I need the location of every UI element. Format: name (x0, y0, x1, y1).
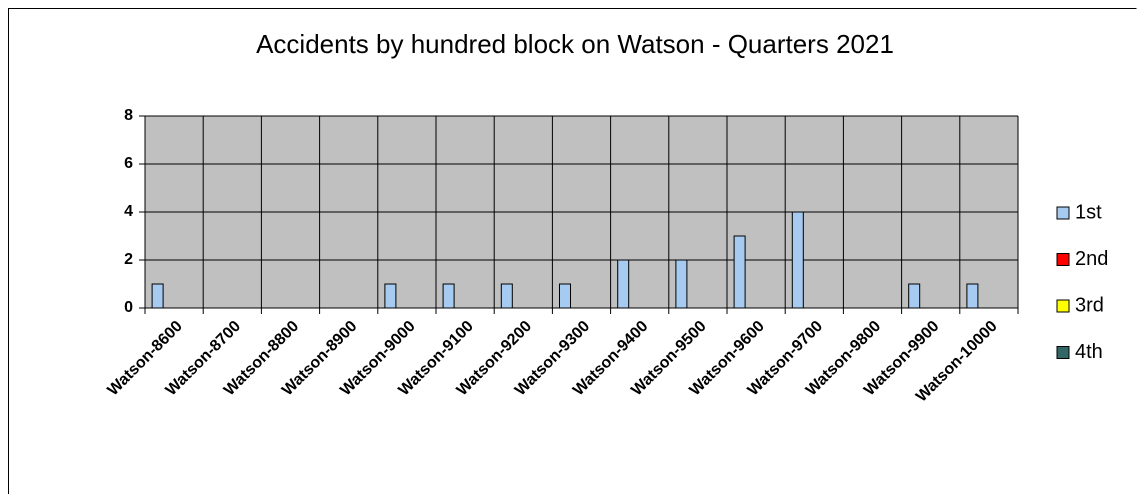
y-tick-label: 6 (124, 155, 133, 172)
bar (733, 235, 746, 309)
legend-swatch (1056, 253, 1070, 266)
bar (617, 259, 630, 309)
y-tick-label: 2 (124, 251, 133, 268)
legend-swatch (1056, 206, 1070, 220)
bar (908, 283, 921, 309)
chart-border (8, 8, 1137, 494)
chart-title: Accidents by hundred block on Watson - Q… (256, 29, 894, 59)
bar (675, 259, 688, 309)
legend-label: 3rd (1075, 294, 1104, 316)
y-tick-label: 0 (124, 299, 133, 316)
y-tick-label: 8 (124, 107, 133, 124)
bar (500, 283, 513, 309)
legend-label: 4th (1075, 341, 1103, 363)
bar (791, 211, 804, 309)
bar (559, 283, 571, 309)
bar (442, 283, 455, 309)
legend-label: 1st (1075, 201, 1102, 223)
bar (151, 283, 164, 309)
legend-label: 2nd (1075, 248, 1108, 270)
bar (384, 283, 397, 309)
legend-swatch (1056, 299, 1070, 313)
bar (966, 283, 979, 309)
y-tick-label: 4 (124, 203, 133, 220)
legend-swatch (1056, 346, 1070, 359)
